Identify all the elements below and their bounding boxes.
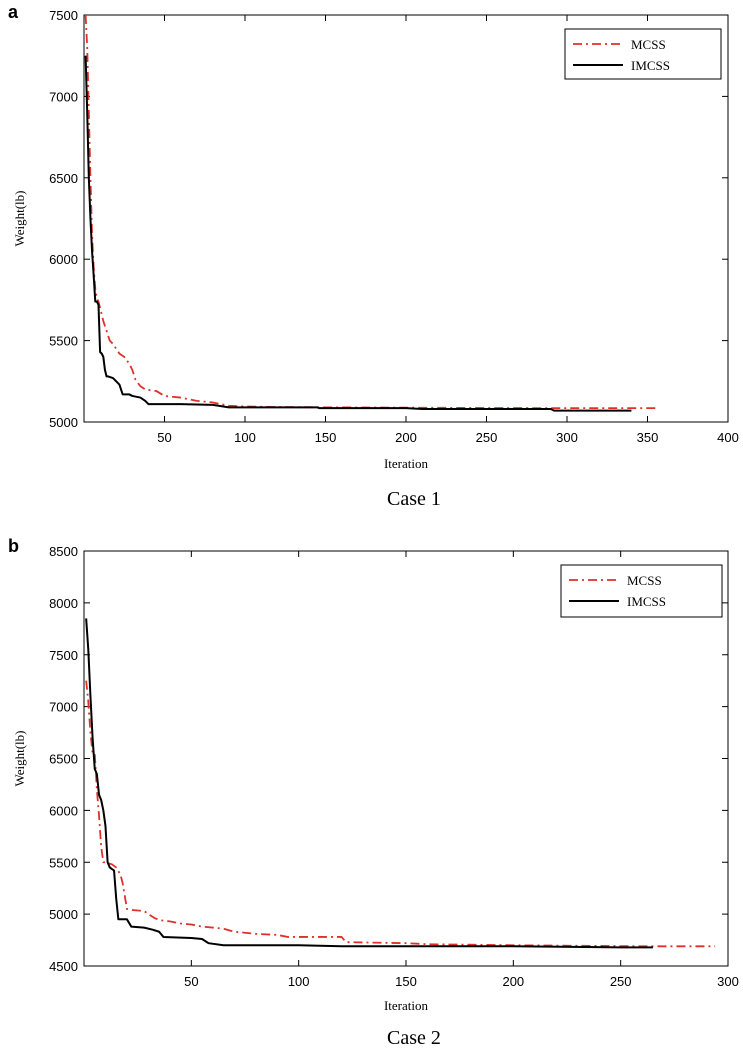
chart-b-x-tick-label: 50 bbox=[184, 974, 198, 989]
chart-b-y-tick-label: 6000 bbox=[49, 803, 78, 818]
chart-b-series-line-imcss bbox=[85, 618, 653, 949]
chart-a-x-tick-label: 150 bbox=[315, 430, 337, 445]
chart-b-x-tick-label: 250 bbox=[610, 974, 632, 989]
chart-a-legend-label-imcss: IMCSS bbox=[631, 58, 670, 73]
chart-a-y-tick-label: 5500 bbox=[49, 334, 78, 349]
chart-a-y-tick-label: 7500 bbox=[49, 8, 78, 23]
chart-a-panel-letter: a bbox=[8, 2, 19, 22]
chart-a-y-tick-label: 6500 bbox=[49, 171, 78, 186]
chart-b-legend-box bbox=[560, 564, 723, 618]
chart-b-y-tick-label: 5000 bbox=[49, 907, 78, 922]
chart-b-svg: b 50 100 150 200 250 300 4500 5000 5500 6000 6500 70… bbox=[8, 536, 739, 1049]
chart-b-legend-label-imcss: IMCSS bbox=[627, 594, 666, 609]
chart-b-y-tick-label: 8500 bbox=[49, 544, 78, 559]
chart-b-x-tick-label: 150 bbox=[395, 974, 417, 989]
chart-a-legend-label-mcss: MCSS bbox=[631, 37, 666, 52]
chart-a-x-tick-label: 50 bbox=[157, 430, 171, 445]
chart-b-x-tick-label: 300 bbox=[717, 974, 739, 989]
chart-a-x-tick-label: 200 bbox=[395, 430, 417, 445]
chart-panel-a: a 50 100 150 200 250 300 350 400 5000 5500 6000 6500… bbox=[8, 2, 739, 510]
chart-panel-b: b 50 100 150 200 250 300 4500 5000 5500 6000 6500 70… bbox=[0, 526, 743, 1052]
chart-a-x-tick-label: 250 bbox=[476, 430, 498, 445]
chart-a-series-line-imcss bbox=[84, 55, 632, 412]
chart-b-y-tick-label: 8000 bbox=[49, 596, 78, 611]
chart-b-y-tick-label: 5500 bbox=[49, 855, 78, 870]
chart-a-caption: Case 1 bbox=[387, 488, 441, 510]
chart-b-x-tick-label: 100 bbox=[288, 974, 310, 989]
chart-a-y-axis-label: Weight(lb) bbox=[12, 191, 27, 247]
chart-a-x-tick-label: 300 bbox=[556, 430, 578, 445]
chart-a-x-tick-label: 100 bbox=[234, 430, 256, 445]
chart-a-x-tick-label: 350 bbox=[637, 430, 659, 445]
chart-b-caption: Case 2 bbox=[387, 1027, 441, 1049]
chart-b-y-tick-label: 7000 bbox=[49, 700, 78, 715]
chart-a-y-tick-label: 7000 bbox=[49, 89, 78, 104]
chart-a-svg: a 50 100 150 200 250 300 350 400 5000 5500 6000 6500… bbox=[8, 2, 739, 510]
chart-a-x-axis-label: Iteration bbox=[384, 456, 429, 471]
chart-b-panel-letter: b bbox=[8, 536, 19, 556]
chart-b-y-tick-label: 4500 bbox=[49, 959, 78, 974]
chart-b-series-line-mcss bbox=[85, 680, 716, 948]
chart-b-x-tick-label: 200 bbox=[502, 974, 524, 989]
chart-b-legend-label-mcss: MCSS bbox=[627, 573, 662, 588]
chart-a-y-tick-label: 6000 bbox=[49, 252, 78, 267]
chart-b-y-axis-label: Weight(lb) bbox=[12, 731, 27, 787]
chart-b-x-axis-label: Iteration bbox=[384, 998, 429, 1013]
chart-a-legend-box bbox=[564, 28, 722, 80]
chart-a-x-tick-label: 400 bbox=[717, 430, 739, 445]
chart-b-y-tick-label: 7500 bbox=[49, 648, 78, 663]
chart-b-y-tick-label: 6500 bbox=[49, 752, 78, 767]
chart-a-y-tick-label: 5000 bbox=[49, 415, 78, 430]
